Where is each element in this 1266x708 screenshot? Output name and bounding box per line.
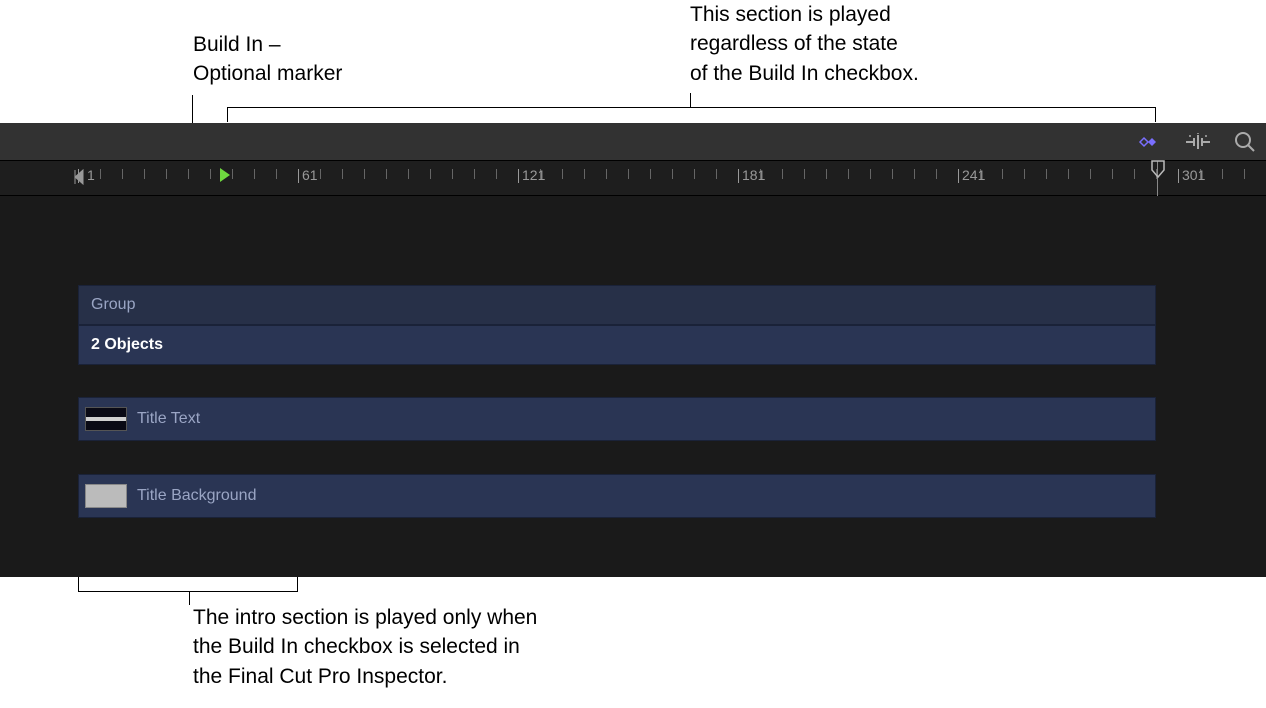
group-label: Group (79, 296, 135, 314)
ruler-label: 301 (1178, 167, 1205, 183)
bracket-intro-section (78, 577, 298, 592)
ruler-tick-minor (1024, 169, 1025, 179)
callout-line-bottom (189, 592, 190, 605)
ruler-label: 1 (83, 167, 95, 183)
ruler-tick-minor (650, 169, 651, 179)
ruler-tick-minor (474, 169, 475, 179)
build-in-marker[interactable] (218, 167, 232, 188)
ruler-tick-minor (562, 169, 563, 179)
ruler-tick-minor (694, 169, 695, 179)
track-name-title-bg: Title Background (127, 487, 256, 505)
ruler-label: 61 (298, 167, 318, 183)
objects-count-label: 2 Objects (79, 336, 163, 354)
group-header[interactable]: Group (78, 285, 1156, 325)
group-objects[interactable]: 2 Objects (78, 325, 1156, 365)
ruler-tick-minor (892, 169, 893, 179)
ruler-tick-minor (1002, 169, 1003, 179)
ruler-tick-minor (1134, 169, 1135, 179)
ruler-tick-minor (210, 169, 211, 179)
ruler-tick-minor (936, 169, 937, 179)
bracket-main-section (227, 107, 1156, 122)
ruler-tick-minor (716, 169, 717, 179)
ruler-tick-minor (1244, 169, 1245, 179)
ruler-tick-minor (782, 169, 783, 179)
zoom-icon[interactable] (1234, 131, 1256, 153)
ruler-label: 241 (958, 167, 985, 183)
timeline-panel: 1 61 121 181 241 301 Group 2 Objects Title Te… (0, 123, 1266, 577)
ruler-tick-minor (1068, 169, 1069, 179)
ruler-tick-minor (320, 169, 321, 179)
callout-section-played: This section is played regardless of the… (690, 0, 919, 88)
ruler-tick-minor (100, 169, 101, 179)
ruler-tick-minor (342, 169, 343, 179)
ruler-tick-minor (386, 169, 387, 179)
ruler-tick-minor (408, 169, 409, 179)
ruler-tick-minor (672, 169, 673, 179)
track-title-background[interactable]: Title Background (78, 474, 1156, 518)
ruler-tick-major (78, 169, 79, 183)
ruler-tick-minor (584, 169, 585, 179)
ruler-tick-minor (232, 169, 233, 179)
ruler-tick-minor (804, 169, 805, 179)
playhead-head-icon[interactable] (1150, 160, 1166, 183)
timeline-toolbar (0, 123, 1266, 161)
ruler-tick-minor (606, 169, 607, 179)
keyframe-icon[interactable] (1134, 134, 1162, 150)
track-title-text[interactable]: Title Text (78, 397, 1156, 441)
ruler-tick-minor (166, 169, 167, 179)
ruler-tick-minor (914, 169, 915, 179)
ruler-tick-minor (188, 169, 189, 179)
ruler-tick-minor (364, 169, 365, 179)
track-name-title-text: Title Text (127, 410, 200, 428)
ruler-tick-minor (1090, 169, 1091, 179)
callout-build-in: Build In – Optional marker (193, 30, 342, 89)
ruler-tick-minor (870, 169, 871, 179)
ruler-tick-minor (1222, 169, 1223, 179)
timeline-tracks: Group 2 Objects Title Text Title Backgro… (0, 196, 1266, 577)
ruler-label: 181 (738, 167, 765, 183)
ruler-tick-minor (452, 169, 453, 179)
callout-line-top-right (690, 93, 691, 107)
ruler-tick-minor (1112, 169, 1113, 179)
track-thumb-title-text (85, 407, 127, 431)
ruler-tick-minor (1046, 169, 1047, 179)
timeline-ruler[interactable]: 1 61 121 181 241 301 (0, 161, 1266, 196)
ruler-tick-minor (254, 169, 255, 179)
ruler-tick-minor (826, 169, 827, 179)
ruler-label: 121 (518, 167, 545, 183)
toolbar-icon-group (1134, 123, 1256, 161)
ruler-tick-minor (848, 169, 849, 179)
ruler-tick-minor (122, 169, 123, 179)
ruler-tick-minor (430, 169, 431, 179)
ruler-tick-minor (628, 169, 629, 179)
callout-intro-section: The intro section is played only when th… (193, 603, 537, 691)
ruler-tick-minor (276, 169, 277, 179)
track-thumb-title-bg (85, 484, 127, 508)
ruler-tick-minor (496, 169, 497, 179)
snap-icon[interactable] (1184, 133, 1212, 151)
ruler-tick-minor (144, 169, 145, 179)
